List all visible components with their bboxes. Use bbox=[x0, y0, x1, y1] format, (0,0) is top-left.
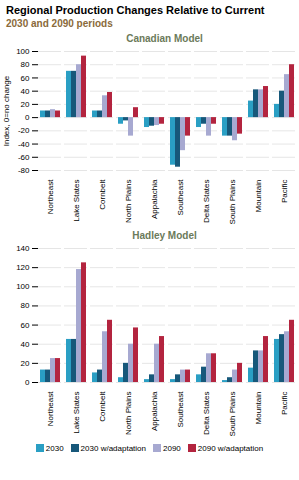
svg-text:0: 0 bbox=[25, 113, 30, 122]
svg-text:40: 40 bbox=[21, 340, 30, 349]
svg-text:0: 0 bbox=[25, 378, 30, 387]
svg-text:Delta States: Delta States bbox=[202, 392, 211, 436]
svg-text:-20: -20 bbox=[18, 126, 30, 135]
html-text:2030 and 2090 periods: 2030 and 2090 periods bbox=[6, 18, 113, 29]
svg-text:20: 20 bbox=[21, 359, 30, 368]
svg-text:Cornbelt: Cornbelt bbox=[98, 179, 107, 210]
svg-text:-80: -80 bbox=[18, 166, 30, 175]
svg-text:120: 120 bbox=[16, 263, 30, 272]
html-text:Hadley Model: Hadley Model bbox=[132, 230, 197, 241]
svg-text:North Plains: North Plains bbox=[124, 392, 133, 436]
html-text:2090: 2090 bbox=[163, 444, 181, 453]
svg-text:Pacific: Pacific bbox=[280, 180, 289, 204]
svg-text:80: 80 bbox=[21, 301, 30, 310]
svg-text:Mountain: Mountain bbox=[254, 392, 263, 425]
svg-text:Appalachia: Appalachia bbox=[150, 179, 159, 219]
svg-text:20: 20 bbox=[21, 100, 30, 109]
svg-text:North Plains: North Plains bbox=[124, 180, 133, 224]
svg-text:60: 60 bbox=[21, 74, 30, 83]
svg-text:Lake States: Lake States bbox=[72, 180, 81, 222]
html-text:Regional Production Changes Re: Regional Production Changes Relative to … bbox=[6, 4, 265, 16]
svg-text:40: 40 bbox=[21, 87, 30, 96]
html-text:2090 w/adaptation: 2090 w/adaptation bbox=[197, 444, 264, 453]
svg-text:100: 100 bbox=[16, 282, 30, 291]
svg-text:60: 60 bbox=[21, 321, 30, 330]
svg-text:South Plains: South Plains bbox=[228, 180, 237, 225]
svg-text:Appalachia: Appalachia bbox=[150, 391, 159, 431]
svg-text:Cornbelt: Cornbelt bbox=[98, 391, 107, 422]
svg-text:Delta States: Delta States bbox=[202, 180, 211, 224]
svg-text:80: 80 bbox=[21, 60, 30, 69]
svg-text:-40: -40 bbox=[18, 140, 30, 149]
svg-text:Pacific: Pacific bbox=[280, 392, 289, 416]
svg-text:Northeast: Northeast bbox=[46, 179, 55, 214]
svg-text:-60: -60 bbox=[18, 153, 30, 162]
html-text:2030: 2030 bbox=[45, 444, 64, 453]
svg-text:140: 140 bbox=[16, 244, 30, 253]
svg-text:Index, 0=no change: Index, 0=no change bbox=[2, 75, 11, 146]
svg-text:South Plains: South Plains bbox=[228, 392, 237, 437]
svg-text:Southeast: Southeast bbox=[176, 179, 185, 216]
svg-text:Northeast: Northeast bbox=[46, 391, 55, 426]
svg-text:Mountain: Mountain bbox=[254, 180, 263, 213]
html-text:2030 w/adaptation: 2030 w/adaptation bbox=[80, 444, 146, 453]
html-text:Canadian Model: Canadian Model bbox=[126, 33, 203, 44]
svg-text:100: 100 bbox=[16, 47, 30, 56]
svg-text:Southeast: Southeast bbox=[176, 391, 185, 428]
svg-text:Lake States: Lake States bbox=[72, 392, 81, 434]
